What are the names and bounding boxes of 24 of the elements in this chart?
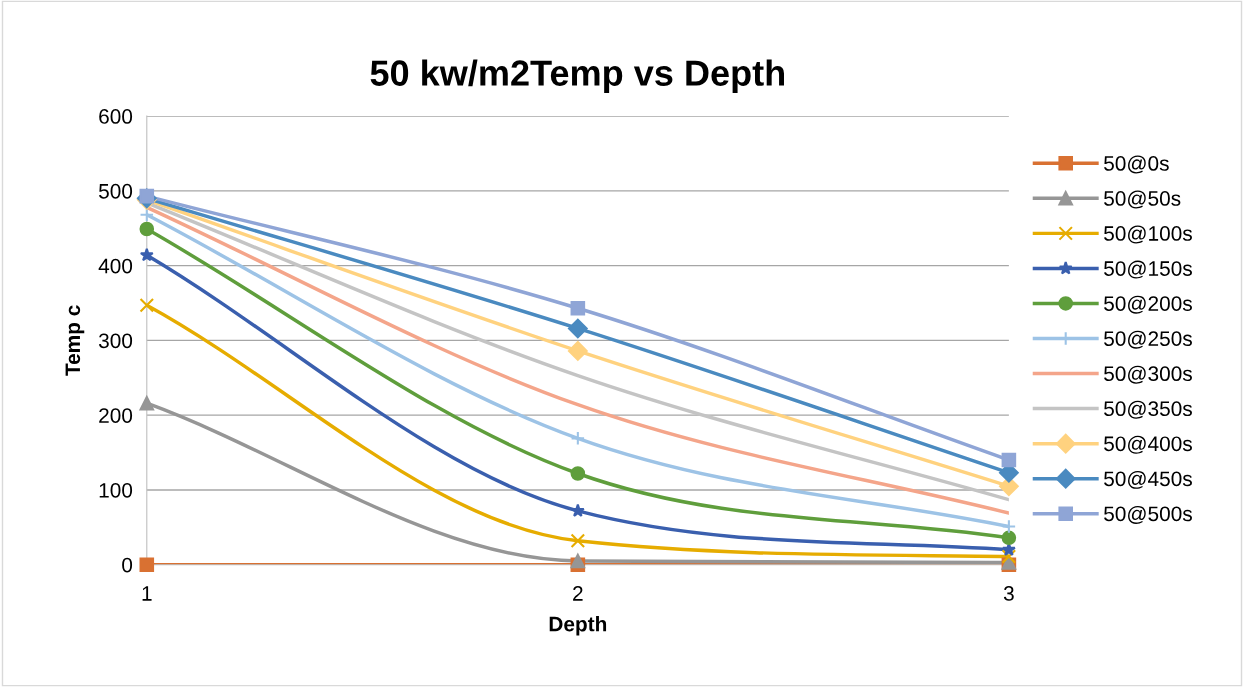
legend-label: 50@500s [1104,505,1192,524]
legend-label: 50@350s [1104,400,1192,419]
legend-label: 50@200s [1104,295,1192,314]
x-axis-title: Depth [549,616,607,636]
x-tick-label: 2 [573,586,583,601]
legend-label: 50@150s [1104,260,1192,279]
y-tick-label: 400 [98,258,133,274]
x-tick-label: 3 [1003,586,1014,601]
legend-label: 50@300s [1104,365,1192,384]
legend-label: 50@450s [1104,470,1192,489]
y-tick-label: 200 [99,408,133,423]
legend-label: 50@250s [1104,330,1192,349]
y-tick-label: 600 [99,109,133,124]
y-tick-label: 300 [98,333,133,349]
y-axis-title: Temp c [65,305,85,376]
x-tick-label: 1 [142,586,152,601]
legend-label: 50@0s [1104,155,1169,174]
legend-label: 50@50s [1104,190,1181,209]
legend-label: 50@400s [1104,435,1192,454]
y-tick-label: 100 [99,482,133,498]
legend-label: 50@100s [1104,225,1192,244]
chart-title: 50 kw/m2Temp vs Depth [370,59,784,94]
y-tick-label: 500 [98,183,133,199]
y-tick-label: 0 [122,557,133,573]
